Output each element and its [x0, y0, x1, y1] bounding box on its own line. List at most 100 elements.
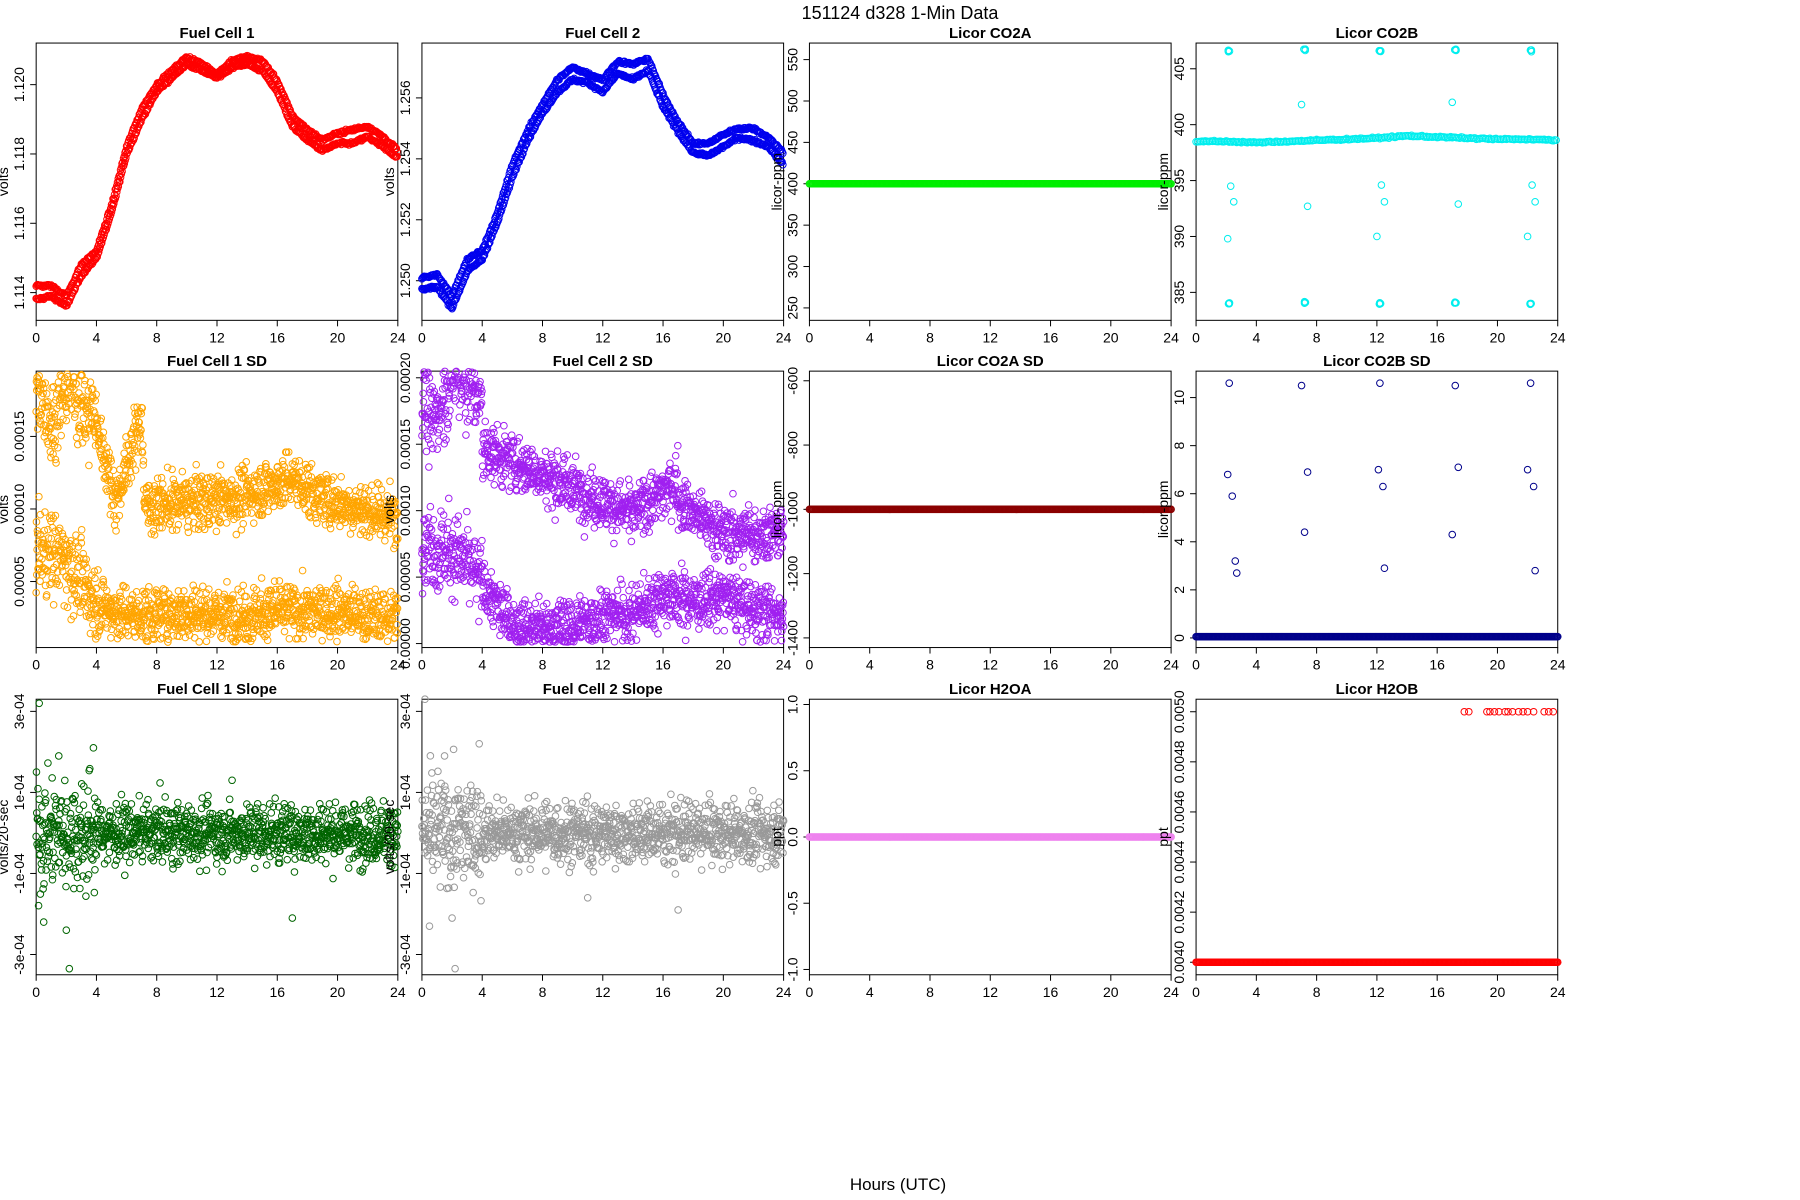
y-tick-label: 385	[1171, 280, 1187, 304]
data-point	[158, 480, 167, 488]
data-point	[1523, 232, 1532, 241]
data-point	[1454, 200, 1463, 208]
data-point	[111, 185, 120, 194]
panel-title: Fuel Cell 1 SD	[167, 353, 267, 370]
data-point	[337, 472, 345, 481]
x-tick-label: 24	[390, 329, 406, 345]
x-tick-label: 4	[478, 329, 486, 345]
data-point	[346, 530, 355, 538]
data-point	[104, 209, 113, 217]
data-point	[178, 467, 187, 476]
data-point	[139, 457, 148, 465]
y-tick-label: 405	[1171, 57, 1187, 81]
x-tick-label: 8	[539, 329, 547, 345]
panel-fuel-cell-1-sd: Fuel Cell 1 SD0 4 8 12 16 20 240.000050.000100…	[0, 353, 406, 672]
y-tick-label: 0.00010	[11, 483, 27, 534]
data-point	[161, 586, 169, 594]
x-tick-label: 16	[1043, 329, 1059, 345]
data-point	[112, 181, 121, 190]
y-tick-label: 550	[784, 48, 800, 72]
data-point	[139, 441, 147, 449]
data-point	[222, 519, 231, 527]
x-tick-label: 0	[32, 657, 40, 673]
data-points	[32, 51, 401, 310]
x-tick-label: 4	[866, 329, 874, 345]
data-point	[116, 171, 124, 179]
data-point	[383, 637, 392, 645]
data-point	[333, 637, 341, 646]
y-tick-label: 250	[784, 296, 800, 320]
data-point	[257, 574, 266, 582]
data-point	[102, 219, 111, 228]
data-point	[212, 527, 221, 536]
data-point	[223, 578, 231, 586]
x-tick-label: 20	[330, 329, 346, 345]
data-point	[120, 152, 129, 160]
data-point	[257, 590, 265, 598]
figure-title: 151124 d328 1-Min Data	[802, 3, 1000, 23]
x-tick-label: 8	[153, 657, 161, 673]
data-point	[76, 608, 84, 616]
y-tick-label: 0.00005	[11, 556, 27, 607]
data-point	[1229, 198, 1238, 206]
data-point	[371, 585, 380, 594]
data-point	[247, 509, 256, 517]
y-tick-label: 300	[784, 255, 800, 279]
data-point	[63, 291, 71, 299]
data-point	[47, 292, 56, 301]
data-point	[1531, 198, 1539, 206]
x-tick-label: 4	[93, 657, 101, 673]
data-point	[122, 146, 130, 155]
data-point	[295, 456, 304, 465]
panel-fuel-cell-1: Fuel Cell 10 4 8 12 16 20 241.1141.1161.1181.1…	[0, 25, 406, 345]
plot-frame	[1195, 42, 1559, 321]
data-point	[264, 507, 273, 516]
data-point	[318, 636, 326, 645]
y-tick-label: 1.256	[397, 80, 413, 115]
data-point	[33, 425, 42, 433]
data-point	[242, 458, 251, 466]
data-point	[1528, 181, 1536, 189]
data-points	[805, 179, 1175, 188]
x-tick-label: 24	[1163, 329, 1179, 345]
y-tick-label: 1.252	[397, 202, 413, 237]
x-tick-label: 20	[330, 657, 346, 673]
data-point	[1226, 182, 1235, 190]
data-point	[190, 634, 199, 642]
data-point	[106, 204, 115, 213]
data-point	[94, 240, 103, 249]
data-point	[169, 475, 178, 484]
y-tick-label: 400	[784, 172, 800, 196]
x-tick-label: 0	[1192, 329, 1200, 345]
y-tick-label: 500	[784, 89, 800, 113]
data-point	[81, 559, 89, 568]
y-tick-label: 400	[1171, 113, 1187, 137]
x-tick-label: 16	[269, 329, 285, 345]
x-tick-label: 20	[716, 329, 732, 345]
data-point	[308, 630, 317, 638]
data-point	[103, 624, 111, 632]
x-tick-label: 12	[209, 657, 225, 673]
x-tick-label: 12	[982, 329, 998, 345]
plot-frame	[421, 42, 785, 321]
shared-x-axis-label: Hours (UTC)	[850, 1175, 946, 1194]
x-tick-label: 16	[1429, 329, 1445, 345]
data-point	[67, 567, 76, 576]
data-point	[41, 581, 50, 590]
data-point	[267, 68, 276, 76]
y-tick-label: 1.120	[11, 67, 27, 102]
x-tick-label: 12	[595, 329, 611, 345]
x-tick-label: 16	[655, 329, 671, 345]
x-tick-label: 16	[269, 657, 285, 673]
data-point	[1373, 232, 1381, 241]
y-axis-label: volts	[0, 495, 11, 524]
x-tick-label: 4	[1252, 329, 1260, 345]
data-point	[326, 524, 335, 533]
data-point	[202, 637, 211, 646]
data-point	[275, 577, 284, 585]
y-tick-label: 1.250	[397, 263, 413, 298]
data-point	[118, 159, 126, 168]
x-tick-label: 0	[418, 329, 426, 345]
data-point	[117, 163, 126, 172]
